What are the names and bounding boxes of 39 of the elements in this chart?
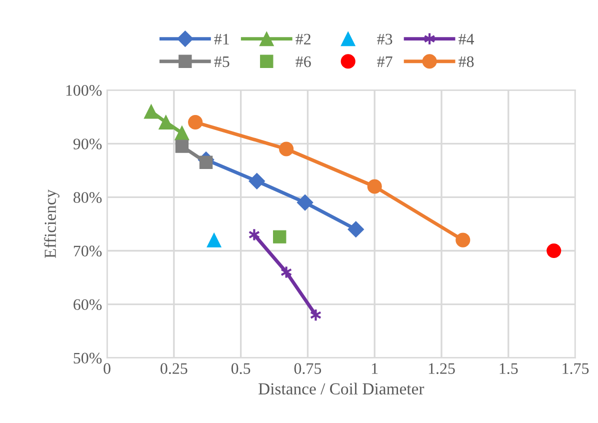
x-tick-label: 1.5 [500, 363, 518, 374]
point [174, 126, 190, 140]
x-tick-label: 1.75 [562, 363, 589, 374]
point [158, 114, 174, 130]
legend-label: #7 [377, 56, 392, 67]
point [273, 230, 286, 244]
y-tick-label: 100% [66, 85, 102, 96]
point [279, 142, 294, 156]
x-tick-label: 1 [372, 363, 378, 374]
y-tick-label: 80% [74, 192, 102, 203]
x-axis-title: Distance / Coil Diameter [258, 382, 424, 394]
legend-label: #6 [296, 56, 311, 68]
point [199, 156, 213, 169]
point [546, 243, 562, 258]
x-tick-label: 0.5 [231, 363, 250, 374]
x-tick-label: 0.25 [160, 363, 188, 374]
y-tick-label: 60% [74, 299, 102, 310]
legend-label: #2 [296, 34, 310, 44]
point [348, 221, 364, 238]
y-axis-title: Efficiency [44, 189, 60, 258]
x-tick-label: 0.75 [294, 363, 322, 374]
x-tick-label: 1.25 [428, 363, 455, 374]
point [175, 140, 189, 153]
y-tick-label: 70% [74, 246, 102, 257]
point [456, 232, 470, 248]
legend-label: #8 [458, 56, 474, 68]
point [206, 232, 222, 248]
y-tick-label: 90% [73, 138, 102, 150]
point [188, 114, 203, 130]
x-tick-label: 0 [104, 363, 110, 374]
point [248, 172, 266, 190]
point [296, 194, 314, 211]
legend-label: #4 [458, 34, 474, 44]
legend-label: #1 [214, 34, 229, 44]
point [144, 104, 158, 119]
legend-label: #3 [377, 34, 392, 45]
y-tick-label: 50% [74, 352, 102, 364]
point [367, 179, 382, 194]
legend-label: #5 [214, 56, 230, 68]
